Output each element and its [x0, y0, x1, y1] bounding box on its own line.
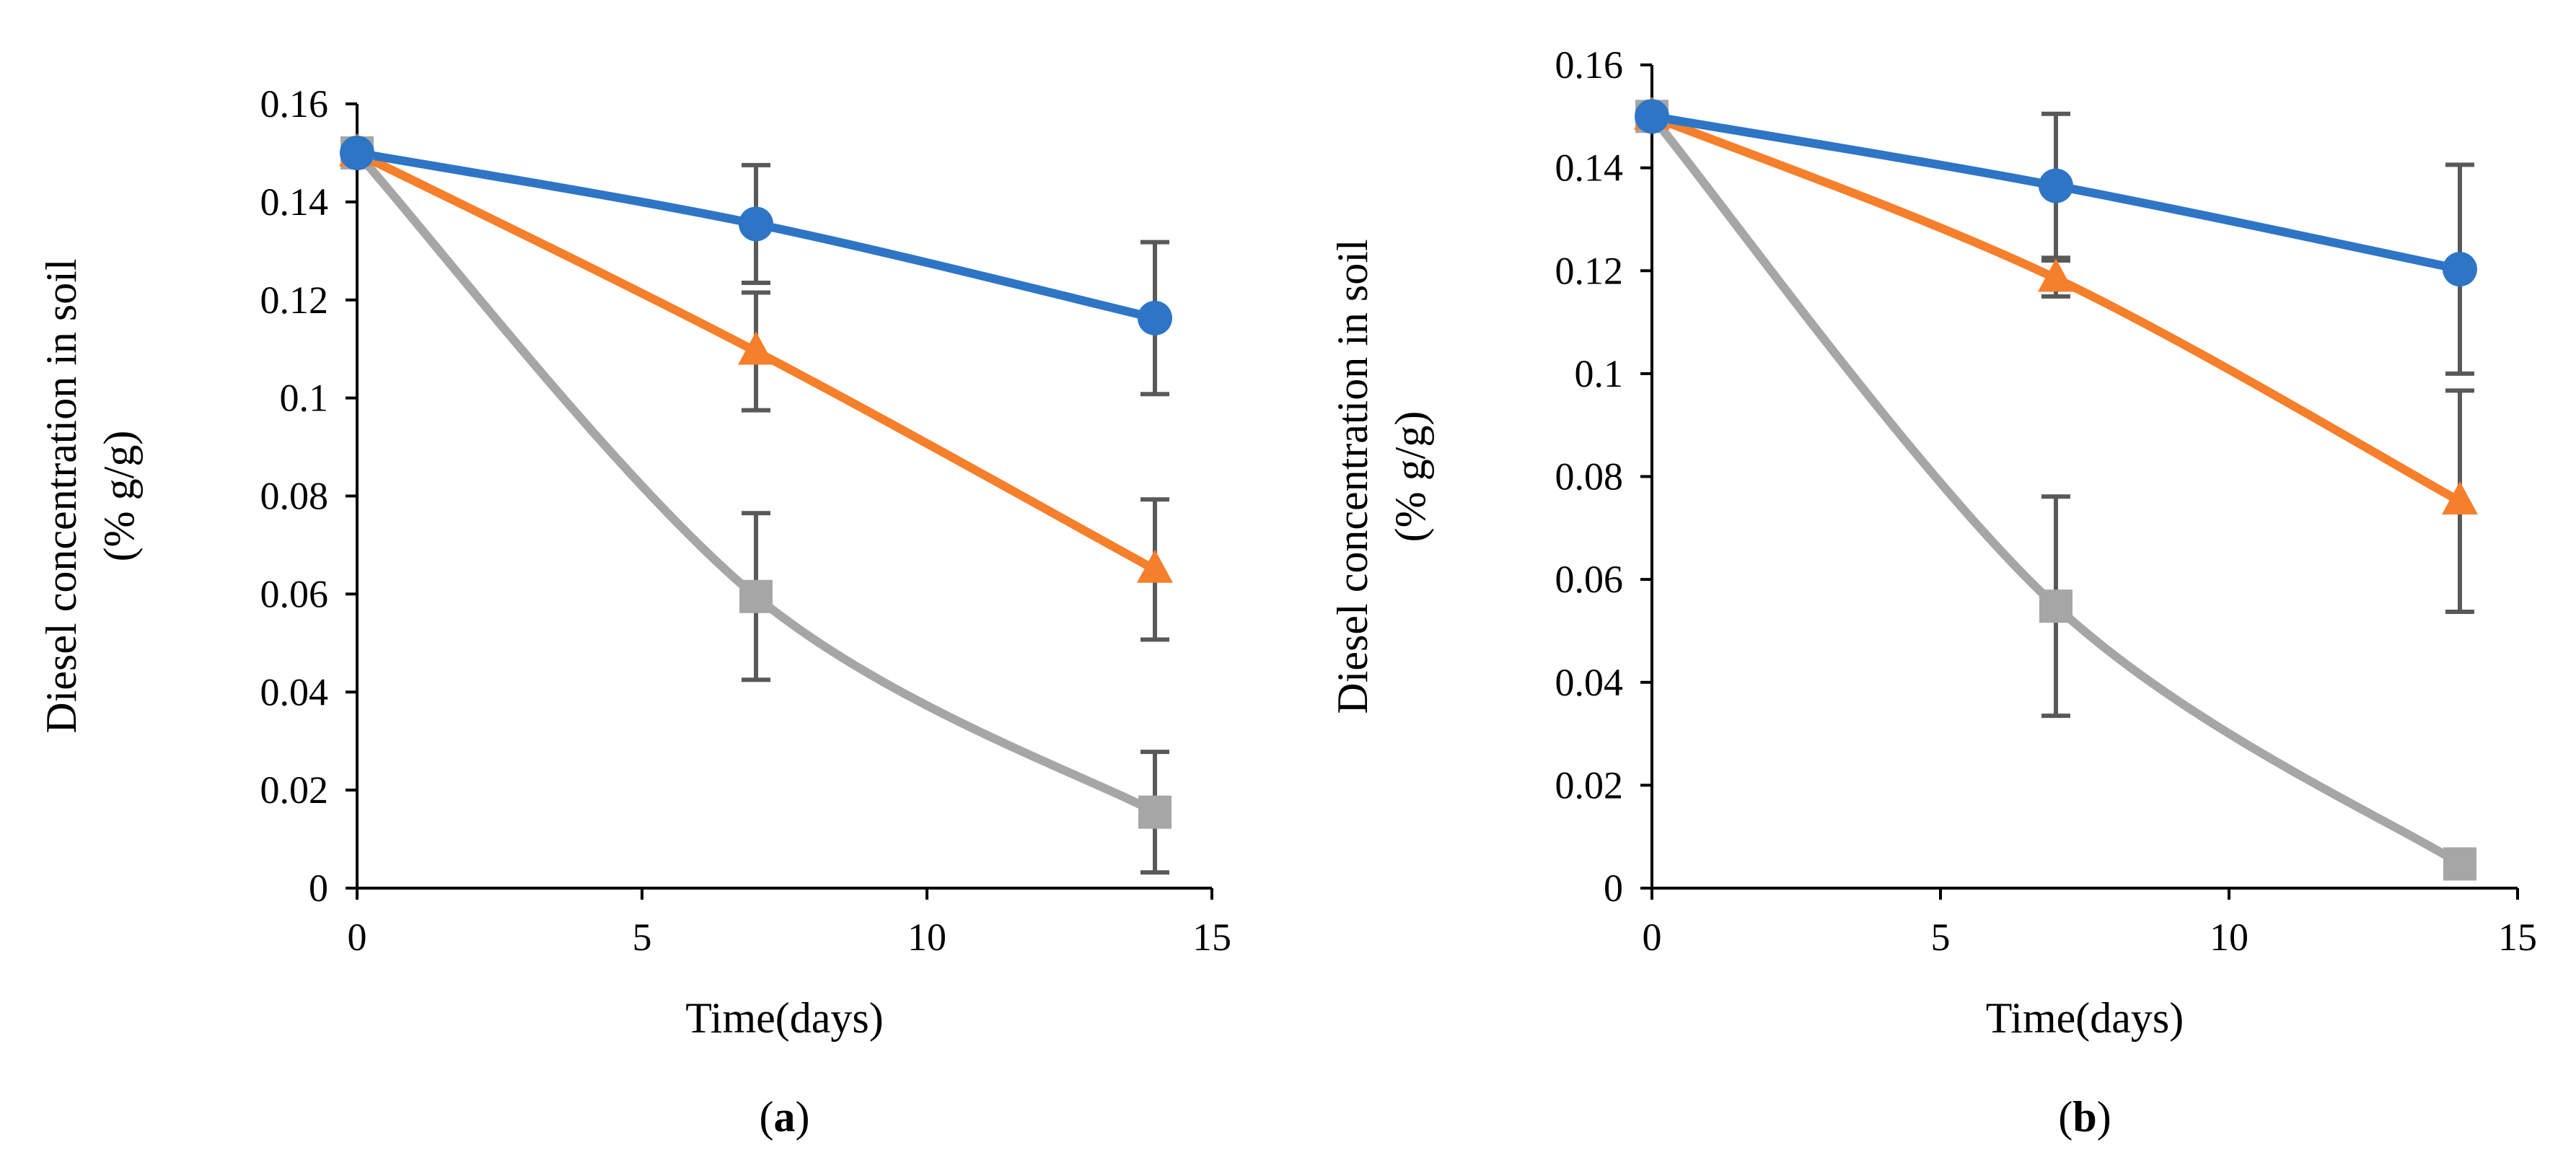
- panel-label: (b): [2058, 1093, 2111, 1141]
- panel-label-open: (: [2058, 1093, 2072, 1141]
- y-tick-label: 0.12: [1555, 249, 1624, 292]
- data-point-square: [2039, 589, 2072, 623]
- data-point-square: [2443, 847, 2476, 881]
- y-tick-label: 0.1: [1575, 352, 1624, 395]
- data-point-circle: [1635, 99, 1669, 134]
- chart-panel-b: 0 0.02 0.04 0.06 0.08 0.1 0.12 0.14 0.16 0 5 10 15 Ti…: [1329, 43, 2537, 1141]
- x-axis-title: Time(days): [1986, 994, 2184, 1042]
- data-point-triangle: [2038, 258, 2074, 292]
- y-tick-label: 0.02: [260, 768, 329, 812]
- y-tick-label: 0.14: [260, 180, 329, 224]
- x-tick-label: 10: [907, 916, 946, 959]
- x-tick-label: 10: [2210, 916, 2248, 959]
- y-tick-label: 0.08: [1555, 455, 1624, 499]
- panel-label: (a): [760, 1093, 810, 1141]
- data-point-triangle: [1137, 549, 1173, 583]
- y-tick-label: 0.16: [260, 82, 329, 126]
- y-axis-title-line1: Diesel concentration in soil: [38, 258, 85, 733]
- panel-label-open: (: [760, 1093, 774, 1141]
- x-tick-label: 15: [2498, 916, 2537, 959]
- panel-label-close: ): [2097, 1093, 2111, 1141]
- x-tick-label: 5: [1931, 916, 1951, 959]
- data-point-circle: [2039, 168, 2073, 203]
- y-tick-label: 0.04: [1555, 661, 1624, 704]
- y-tick-label: 0.08: [260, 475, 329, 518]
- y-axis-title-line1: Diesel concentration in soil: [1329, 239, 1376, 714]
- data-point-square: [1138, 795, 1171, 829]
- x-tick-label: 5: [633, 916, 652, 959]
- x-tick-label: 0: [1643, 916, 1662, 959]
- y-tick-label: 0: [1604, 866, 1623, 910]
- data-point-triangle: [738, 331, 774, 365]
- y-tick-label: 0.12: [260, 278, 329, 322]
- y-tick-label: 0.14: [1555, 146, 1624, 190]
- panel-label-letter: a: [774, 1093, 796, 1141]
- y-axis-title-line2: (% g/g): [95, 431, 143, 562]
- data-point-circle: [1138, 300, 1172, 335]
- data-point-circle: [739, 206, 773, 242]
- y-tick-label: 0.1: [280, 377, 329, 420]
- y-tick-label: 0.04: [260, 670, 329, 714]
- data-point-square: [739, 579, 773, 613]
- data-point-circle: [340, 135, 374, 170]
- x-tick-label: 15: [1192, 916, 1231, 959]
- y-tick-label: 0: [309, 866, 328, 910]
- x-axis-title: Time(days): [685, 994, 883, 1042]
- y-axis-title-line2: (% g/g): [1386, 411, 1434, 543]
- y-tick-label: 0.06: [1555, 558, 1624, 601]
- data-point-triangle: [2442, 481, 2478, 515]
- y-tick-label: 0.02: [1555, 763, 1624, 807]
- y-tick-label: 0.06: [260, 572, 329, 615]
- x-tick-label: 0: [348, 916, 367, 959]
- chart-panel-a: 0 0.02 0.04 0.06 0.08 0.1 0.12 0.14 0.16 0 5 10 15 Ti…: [38, 82, 1231, 1141]
- y-tick-label: 0.16: [1555, 43, 1624, 87]
- panel-label-letter: b: [2072, 1093, 2096, 1141]
- panel-label-close: ): [796, 1093, 810, 1141]
- data-point-circle: [2443, 252, 2477, 287]
